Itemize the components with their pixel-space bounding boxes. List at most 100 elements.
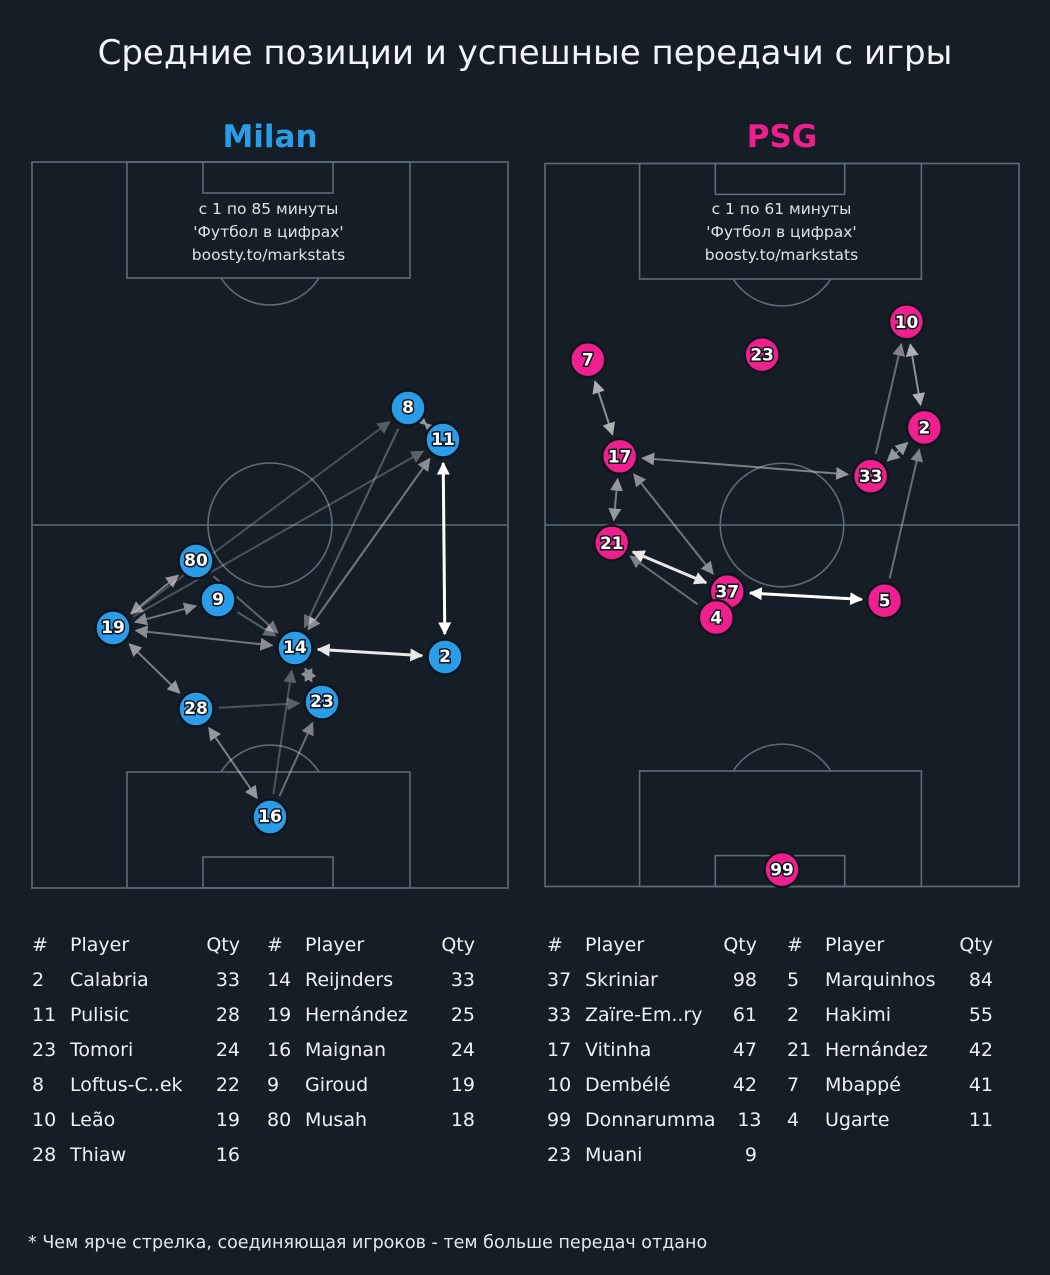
pass-arrow — [236, 611, 277, 637]
cell-number: 80 — [267, 1108, 292, 1131]
cell-qty: 25 — [450, 1003, 475, 1026]
footnote: * Чем ярче стрелка, соединяющая игроков … — [28, 1233, 708, 1253]
player-node-psg-10: 10 — [887, 303, 926, 341]
pass-arrow — [133, 602, 198, 626]
svg-text:23: 23 — [750, 345, 774, 365]
player-node-milan-8: 8 — [389, 389, 427, 427]
cell-number: 10 — [32, 1108, 57, 1131]
cell-number: # — [787, 933, 803, 956]
cell-qty: 33 — [450, 968, 475, 991]
cell-qty: Qty — [723, 933, 757, 956]
pass-arrow — [272, 669, 297, 795]
svg-text:23: 23 — [310, 692, 334, 712]
pass-arrow — [748, 587, 863, 606]
svg-text:28: 28 — [184, 699, 208, 719]
pass-arrows — [128, 411, 452, 800]
player-node-psg-99: 99 — [763, 850, 801, 889]
cell-number: 9 — [267, 1073, 280, 1096]
svg-text:11: 11 — [431, 430, 455, 450]
cell-player: Player — [70, 933, 130, 956]
cell-player: Loftus-C..ek — [70, 1073, 183, 1096]
cell-number: 21 — [787, 1038, 812, 1061]
pass-arrow — [316, 643, 424, 662]
cell-qty: 28 — [215, 1003, 240, 1026]
cell-qty: 22 — [215, 1073, 240, 1096]
pass-arrow — [641, 452, 850, 480]
svg-text:33: 33 — [859, 466, 883, 486]
passes-table-milan-2: # Player Qty 14 Reijnders 33 19 Hernández 25 16 Ma… — [267, 927, 475, 1137]
cell-qty: 13 — [737, 1108, 762, 1131]
cell-qty: 61 — [732, 1003, 757, 1026]
cell-qty: Qty — [441, 933, 475, 956]
cell-qty: 18 — [450, 1108, 475, 1131]
cell-qty: 33 — [215, 968, 240, 991]
cell-number: 23 — [32, 1038, 57, 1061]
cell-player: Thiaw — [70, 1143, 127, 1166]
player-node-milan-19: 19 — [94, 609, 132, 647]
pass-arrow — [436, 461, 452, 636]
player-node-psg-17: 17 — [601, 437, 639, 475]
pass-arrow — [278, 721, 314, 797]
table-row: 17 Vitinha 47 — [547, 1032, 757, 1067]
player-node-psg-23: 23 — [743, 336, 781, 374]
annotation-psg: с 1 по 61 минуты 'Футбол в цифрах' boost… — [640, 198, 923, 267]
table-row: 2 Calabria 33 — [32, 962, 240, 997]
table-row: 11 Pulisic 28 — [32, 997, 240, 1032]
cell-qty: 24 — [450, 1038, 475, 1061]
cell-player: Player — [305, 933, 365, 956]
cell-number: 2 — [32, 968, 45, 991]
svg-text:19: 19 — [101, 618, 125, 638]
annotation-milan: с 1 по 85 минуты 'Футбол в цифрах' boost… — [127, 198, 410, 267]
passes-table-psg-2: # Player Qty 5 Marquinhos 84 2 Hakimi 55 21 Hernán… — [787, 927, 993, 1137]
table-row: 21 Hernández 42 — [787, 1032, 993, 1067]
table-header-row: # Player Qty — [267, 927, 475, 962]
cell-player: Musah — [305, 1108, 368, 1131]
cell-player: Tomori — [70, 1038, 134, 1061]
cell-number: # — [547, 933, 563, 956]
annotation-line: 'Футбол в цифрах' — [706, 223, 857, 241]
table-row: 10 Leão 19 — [32, 1102, 240, 1137]
player-node-milan-14: 14 — [276, 629, 314, 667]
team-label-psg: PSG — [746, 119, 818, 155]
cell-player: Calabria — [70, 968, 149, 991]
cell-number: 33 — [547, 1003, 572, 1026]
table-header-row: # Player Qty — [547, 927, 757, 962]
player-node-milan-28: 28 — [177, 690, 215, 728]
table-row: 99 Donnarumma 13 — [547, 1102, 762, 1137]
pitch-lines — [31, 161, 509, 889]
svg-text:17: 17 — [608, 446, 632, 466]
pass-arrow — [608, 477, 623, 522]
pass-arrow — [886, 441, 909, 462]
cell-number: 11 — [32, 1003, 57, 1026]
cell-player: Donnarumma — [585, 1108, 716, 1131]
player-node-milan-11: 11 — [424, 421, 462, 459]
pass-arrow — [303, 428, 400, 629]
pass-arrow — [130, 420, 391, 616]
table-row: 23 Muani 9 — [547, 1137, 757, 1172]
cell-number: 2 — [787, 1003, 800, 1026]
cell-qty: 9 — [744, 1143, 757, 1166]
table-row: 28 Thiaw 16 — [32, 1137, 240, 1172]
svg-text:10: 10 — [895, 312, 919, 332]
cell-number: 10 — [547, 1073, 572, 1096]
cell-player: Leão — [70, 1108, 116, 1131]
cell-player: Ugarte — [825, 1108, 890, 1131]
cell-number: 37 — [547, 968, 572, 991]
passes-table-psg-1: # Player Qty 37 Skriniar 98 33 Zaïre-Em..ry 61 17… — [547, 927, 762, 1172]
cell-player: Player — [825, 933, 885, 956]
cell-qty: 24 — [215, 1038, 240, 1061]
cell-qty: Qty — [206, 933, 240, 956]
cell-qty: 55 — [968, 1003, 993, 1026]
annotation-line: boosty.to/markstats — [704, 246, 859, 264]
cell-number: 8 — [32, 1073, 45, 1096]
player-node-psg-5: 5 — [865, 582, 904, 620]
cell-qty: 47 — [732, 1038, 757, 1061]
pass-arrow — [307, 457, 431, 631]
pass-arrow — [128, 643, 181, 694]
pass-arrow — [874, 342, 905, 455]
cell-number: 17 — [547, 1038, 572, 1061]
cell-qty: 41 — [968, 1073, 993, 1096]
cell-number: 7 — [787, 1073, 800, 1096]
cell-player: Hakimi — [825, 1003, 891, 1026]
